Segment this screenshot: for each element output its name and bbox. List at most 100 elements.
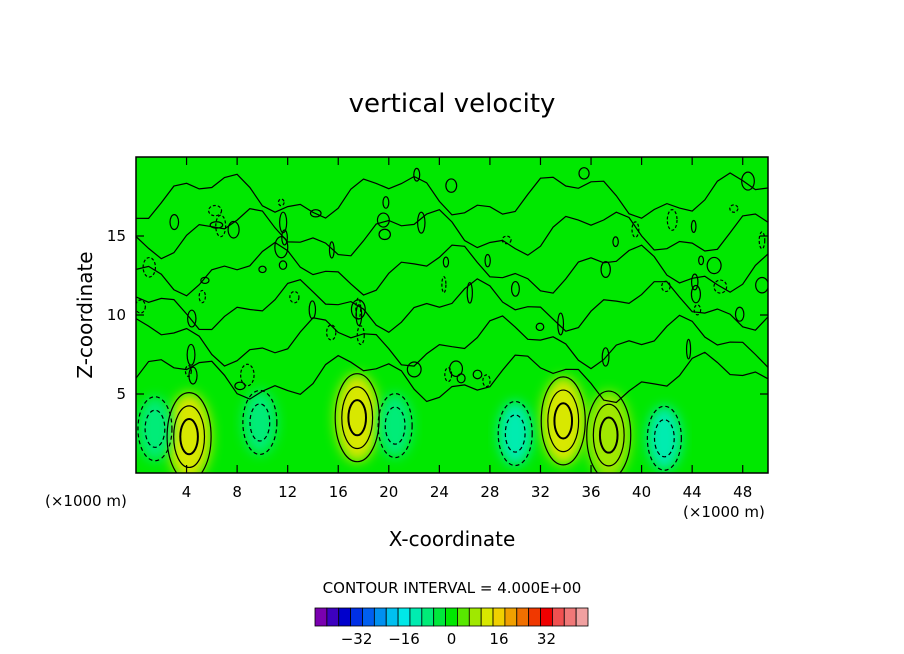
contour-line bbox=[535, 322, 545, 332]
contour-line bbox=[377, 393, 413, 459]
colorbar-swatch bbox=[528, 607, 541, 627]
contour-line bbox=[188, 366, 198, 385]
contour-line bbox=[698, 255, 705, 266]
contour-line bbox=[136, 172, 768, 220]
contour-line bbox=[382, 196, 390, 209]
contour-line bbox=[504, 414, 526, 453]
contour-line bbox=[406, 361, 422, 378]
y-axis-ticks: 5 10 15 bbox=[107, 227, 768, 403]
contour-line bbox=[136, 314, 768, 370]
colorbar-swatch bbox=[397, 607, 411, 627]
contour-line bbox=[484, 253, 491, 268]
contour-line bbox=[646, 405, 682, 471]
contour-line bbox=[685, 338, 692, 360]
colorbar-swatch bbox=[326, 607, 340, 627]
contour-line bbox=[187, 309, 197, 328]
y-tick-label: 5 bbox=[116, 385, 126, 403]
contour-line bbox=[741, 171, 755, 191]
field-feature bbox=[378, 393, 413, 458]
contour-line bbox=[136, 241, 768, 297]
contour-interval-label: CONTOUR INTERVAL = 4.000E+00 bbox=[323, 579, 582, 597]
x-tick-label: 8 bbox=[232, 483, 242, 501]
x-tick-label: 4 bbox=[182, 483, 192, 501]
contour-line bbox=[713, 279, 728, 294]
contour-line bbox=[378, 228, 392, 241]
contour-line bbox=[482, 374, 491, 388]
colorbar: −32 −16 0 16 32 bbox=[314, 607, 589, 648]
colorbar-swatch bbox=[314, 607, 328, 627]
y-axis-label: Z-coordinate bbox=[73, 251, 97, 378]
colorbar-tick-label: −16 bbox=[388, 630, 420, 648]
contour-line bbox=[456, 373, 466, 384]
contour-line bbox=[184, 364, 192, 378]
contour-line bbox=[350, 299, 366, 320]
colorbar-swatch bbox=[516, 607, 530, 627]
x-tick-label: 44 bbox=[683, 483, 702, 501]
contour-line bbox=[277, 198, 285, 207]
y-tick-label: 15 bbox=[107, 227, 126, 245]
contour-line bbox=[693, 304, 702, 316]
y-axis-unit: (×1000 m) bbox=[683, 503, 765, 521]
colorbar-swatch bbox=[421, 607, 435, 627]
contour-line bbox=[136, 208, 768, 260]
colorbar-swatch bbox=[504, 607, 518, 627]
contour-line bbox=[444, 367, 453, 383]
contour-line bbox=[309, 209, 322, 218]
colorbar-swatch bbox=[373, 607, 387, 627]
contour-line bbox=[166, 392, 212, 473]
colorbar-swatch bbox=[362, 607, 375, 627]
contour-line bbox=[347, 399, 368, 437]
x-axis-ticks: 4 8 12 16 20 24 28 32 36 40 44 48 bbox=[182, 157, 752, 501]
contour-line bbox=[578, 167, 590, 180]
contour-line bbox=[281, 229, 288, 246]
x-tick-label: 48 bbox=[733, 483, 752, 501]
contour-line bbox=[234, 381, 246, 391]
contour-line bbox=[441, 276, 447, 294]
contour-line bbox=[249, 403, 271, 442]
contour-line bbox=[215, 214, 227, 238]
field-feature bbox=[242, 390, 277, 455]
contour-line bbox=[137, 396, 173, 462]
contour-line bbox=[136, 351, 768, 404]
contour-line bbox=[497, 400, 533, 467]
contour-line bbox=[729, 204, 739, 213]
contour-line bbox=[278, 260, 288, 270]
colorbar-swatch bbox=[385, 607, 399, 627]
contour-line bbox=[179, 418, 199, 456]
contour-line bbox=[510, 280, 520, 297]
contour-line bbox=[274, 236, 289, 259]
contour-line bbox=[442, 256, 450, 268]
field-feature bbox=[137, 396, 172, 461]
contour-line bbox=[144, 409, 166, 448]
contour-line bbox=[601, 347, 610, 367]
x-tick-label: 28 bbox=[480, 483, 499, 501]
contour-line bbox=[758, 231, 766, 250]
contour-line bbox=[326, 324, 337, 341]
contour-line bbox=[136, 299, 146, 314]
contour-line bbox=[328, 241, 335, 259]
contour-line bbox=[198, 289, 206, 304]
contour-line bbox=[598, 416, 619, 454]
x-tick-label: 40 bbox=[632, 483, 651, 501]
field-contours bbox=[137, 373, 682, 473]
contour-line bbox=[690, 284, 702, 304]
x-tick-label: 12 bbox=[278, 483, 297, 501]
colorbar-swatch bbox=[492, 607, 506, 627]
x-tick-label: 20 bbox=[379, 483, 398, 501]
contour-line bbox=[258, 265, 267, 274]
colorbar-swatch bbox=[338, 607, 352, 627]
contour-line bbox=[136, 278, 768, 334]
colorbar-swatch bbox=[350, 607, 363, 627]
colorbar-swatch bbox=[468, 607, 482, 627]
colorbar-swatch bbox=[445, 607, 458, 627]
colorbar-swatch bbox=[575, 607, 589, 627]
contour-line bbox=[242, 389, 278, 456]
contour-line bbox=[631, 221, 640, 238]
contour-line bbox=[240, 363, 255, 387]
colorbar-swatch bbox=[457, 607, 470, 627]
field-feature bbox=[647, 406, 682, 471]
x-axis-unit: (×1000 m) bbox=[45, 492, 127, 510]
contour-line bbox=[142, 256, 157, 278]
contour-line bbox=[384, 406, 406, 445]
